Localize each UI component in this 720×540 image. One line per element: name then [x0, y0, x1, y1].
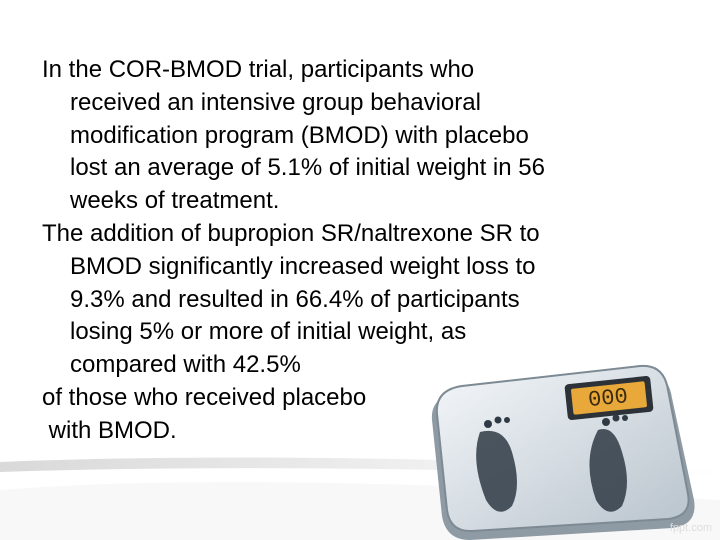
text-line: 9.3% and resulted in 66.4% of participan… [70, 285, 520, 313]
watermark: fppt.com [669, 522, 712, 534]
text-line: received an intensive group behavioral [70, 88, 481, 116]
text-line: In the COR-BMOD trial, participants who [42, 56, 475, 83]
text-line: modification program (BMOD) with placebo [70, 121, 529, 149]
svg-text:000: 000 [587, 384, 629, 413]
text-line: losing 5% or more of initial weight, as [70, 318, 467, 346]
text-line: with BMOD. [42, 416, 177, 444]
text-line: of those who received placebo [42, 384, 367, 411]
text-line: weeks of treatment. [70, 187, 280, 215]
text-line: BMOD significantly increased weight loss… [70, 252, 536, 280]
swoosh [0, 457, 720, 478]
text-line: compared with 42.5% [70, 351, 301, 379]
scale-illustration: 000 [431, 364, 695, 540]
text-line: The addition of bupropion SR/naltrexone … [42, 220, 540, 247]
text-line: lost an average of 5.1% of initial weigh… [70, 154, 545, 182]
